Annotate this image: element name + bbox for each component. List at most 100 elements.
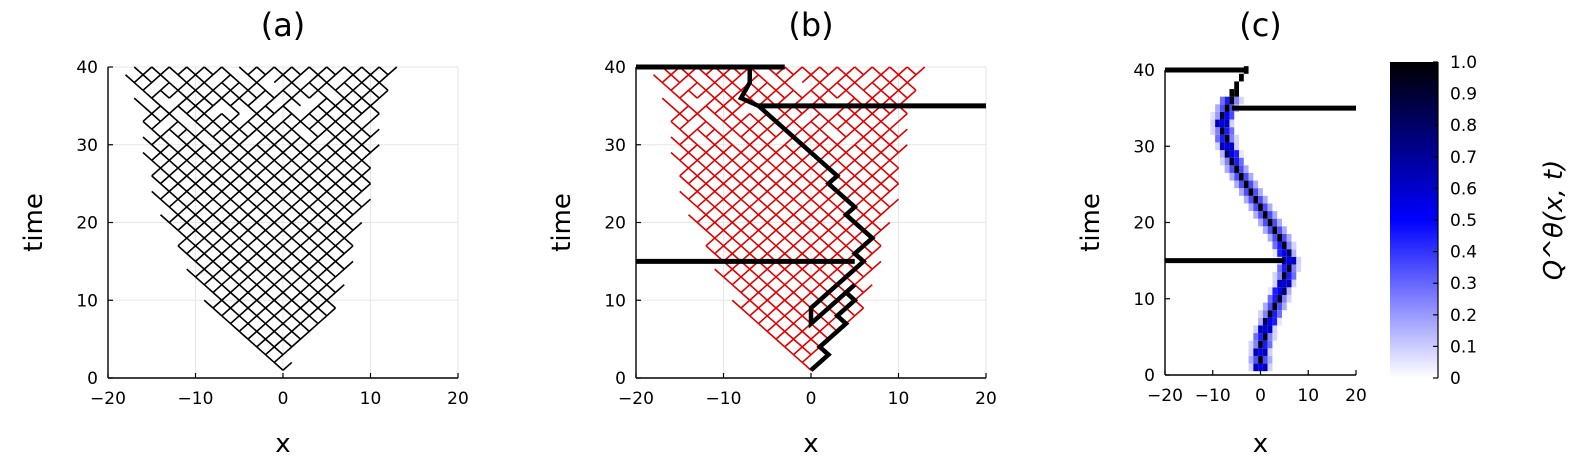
- lattice-segment: [282, 159, 293, 169]
- lattice-segment: [827, 214, 838, 224]
- lattice-segment: [299, 89, 310, 99]
- lattice-segment: [299, 284, 310, 294]
- lattice-segment: [845, 89, 856, 99]
- lattice-segment: [308, 66, 319, 76]
- lattice-segment: [151, 113, 162, 123]
- lattice-segment: [326, 128, 337, 138]
- lattice-segment: [334, 66, 345, 76]
- lattice-segment: [203, 183, 214, 192]
- panel-title: (b): [788, 6, 833, 44]
- lattice-segment: [238, 284, 249, 294]
- lattice-segment: [186, 268, 197, 278]
- lattice-segment: [247, 159, 258, 169]
- lattice-segment: [722, 120, 733, 130]
- lattice-segment: [352, 159, 363, 169]
- heatmap-cell: [1224, 142, 1230, 151]
- lattice-segment: [326, 260, 337, 270]
- lattice-segment: [687, 89, 698, 99]
- lattice-segment: [142, 120, 153, 130]
- lattice-segment: [264, 206, 275, 216]
- lattice-segment: [854, 74, 865, 84]
- heatmap-cell: [1224, 104, 1230, 112]
- lattice-segment: [326, 120, 337, 130]
- lattice-segment: [880, 151, 891, 161]
- lattice-segment: [229, 183, 240, 192]
- lattice-segment: [897, 81, 908, 91]
- lattice-segment: [247, 284, 258, 294]
- heatmap-cell: [1239, 96, 1244, 105]
- lattice-segment: [792, 315, 803, 325]
- lattice-segment: [317, 175, 328, 185]
- lattice-segment: [291, 330, 302, 340]
- lattice-segment: [740, 291, 751, 301]
- panel-title: (c): [1239, 6, 1282, 44]
- lattice-segment: [862, 183, 873, 192]
- lattice-segment: [212, 128, 223, 138]
- lattice-segment: [792, 229, 803, 239]
- lattice-segment: [880, 128, 891, 138]
- lattice-segment: [212, 151, 223, 161]
- lattice-segment: [273, 322, 284, 332]
- lattice-segment: [343, 74, 354, 84]
- lattice-segment: [221, 128, 232, 138]
- lattice-segment: [722, 245, 733, 255]
- heatmap-cell: [1277, 294, 1282, 303]
- heatmap-cell: [1291, 264, 1297, 273]
- lattice-segment: [827, 89, 838, 99]
- lattice-segment: [714, 128, 725, 138]
- lattice-segment: [291, 167, 302, 177]
- lattice-segment: [714, 245, 725, 255]
- lattice-segment: [880, 221, 891, 231]
- lattice-segment: [194, 276, 205, 286]
- lattice-segment: [264, 307, 275, 317]
- lattice-segment: [352, 97, 363, 107]
- lattice-segment: [766, 276, 777, 286]
- lattice-segment: [334, 268, 345, 278]
- lattice-segment: [679, 159, 690, 169]
- lattice-segment: [229, 113, 240, 123]
- lattice-segment: [343, 237, 354, 247]
- lattice-segment: [256, 307, 267, 317]
- lattice-segment: [291, 276, 302, 286]
- heatmap-cell: [1258, 348, 1263, 356]
- lattice-segment: [801, 167, 812, 177]
- lattice-segment: [326, 237, 337, 247]
- lattice-segment: [871, 214, 882, 224]
- lattice-segment: [238, 151, 249, 161]
- lattice-segment: [775, 237, 786, 247]
- lattice-segment: [696, 81, 707, 91]
- lattice-segment: [256, 276, 267, 286]
- lattice-segment: [273, 136, 284, 146]
- lattice-segment: [299, 245, 310, 255]
- lattice-segment: [238, 260, 249, 270]
- lattice-segment: [291, 183, 302, 192]
- lattice-segment: [212, 245, 223, 255]
- lattice-segment: [299, 260, 310, 270]
- lattice-segment: [731, 105, 742, 115]
- lattice-segment: [378, 89, 389, 99]
- lattice-segment: [194, 159, 205, 169]
- lattice-segment: [792, 198, 803, 208]
- lattice-segment: [308, 307, 319, 317]
- lattice-segment: [871, 113, 882, 123]
- lattice-segment: [854, 81, 865, 91]
- lattice-segment: [194, 214, 205, 224]
- lattice-segment: [740, 167, 751, 177]
- lattice-segment: [264, 291, 275, 301]
- lattice-segment: [889, 167, 900, 177]
- lattice-segment: [168, 128, 179, 138]
- lattice-segment: [317, 113, 328, 123]
- lattice-segment: [326, 74, 337, 84]
- lattice-segment: [757, 276, 768, 286]
- heatmap-cell: [1258, 363, 1263, 372]
- heatmap-cell: [1258, 340, 1263, 349]
- x-tick-label: −10: [1195, 386, 1231, 406]
- lattice-segment: [317, 307, 328, 317]
- lattice-segment: [352, 175, 363, 185]
- lattice-segment: [792, 307, 803, 317]
- lattice-segment: [308, 315, 319, 325]
- lattice-segment: [722, 97, 733, 107]
- lattice-segment: [766, 229, 777, 239]
- lattice-segment: [766, 89, 777, 99]
- heatmap-cell: [1272, 211, 1278, 219]
